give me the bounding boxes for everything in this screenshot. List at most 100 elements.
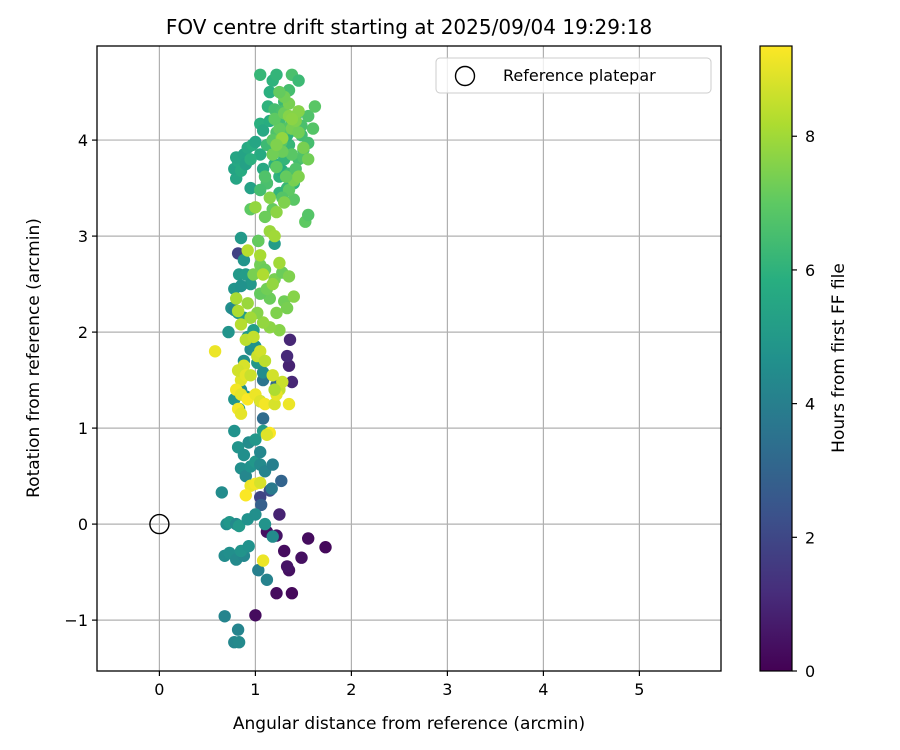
data-point	[292, 170, 305, 183]
data-point	[280, 301, 294, 315]
data-point	[266, 277, 279, 291]
data-point	[308, 100, 322, 113]
data-point	[244, 181, 257, 195]
y-tick-label: 1	[78, 419, 88, 438]
data-point	[256, 412, 270, 425]
data-point	[292, 126, 305, 139]
data-point	[241, 297, 254, 310]
data-point	[302, 208, 315, 222]
reference-marker-layer	[149, 513, 170, 535]
data-point	[270, 205, 283, 219]
legend-box	[435, 57, 712, 94]
data-point	[247, 330, 260, 344]
data-point	[292, 74, 305, 87]
data-point	[231, 623, 245, 636]
data-point	[273, 324, 286, 337]
data-point	[268, 397, 281, 411]
colorbar-tick-label: 2	[805, 528, 815, 547]
data-point	[295, 551, 308, 564]
y-axis-label: Rotation from reference (arcmin)	[24, 218, 44, 498]
data-point	[287, 290, 300, 303]
data-point	[254, 249, 267, 262]
data-point	[276, 375, 289, 389]
data-point	[254, 345, 267, 358]
data-point	[256, 268, 270, 281]
x-tick-label: 0	[154, 680, 164, 699]
data-point	[270, 587, 283, 600]
data-point	[249, 508, 262, 521]
x-tick-label: 5	[634, 680, 644, 699]
data-point	[270, 138, 283, 152]
data-point	[234, 407, 248, 420]
data-point	[266, 148, 279, 161]
data-point	[258, 210, 272, 224]
data-point	[285, 587, 299, 600]
y-tick-label: −1	[64, 611, 88, 630]
data-point	[287, 193, 300, 206]
data-point	[263, 292, 276, 305]
x-tick-label: 1	[250, 680, 260, 699]
colorbar-tick-label: 6	[805, 261, 815, 280]
data-point	[270, 306, 283, 320]
data-point	[232, 636, 246, 649]
data-point	[260, 428, 274, 441]
data-point	[279, 170, 293, 183]
colorbar-ticks: 0 2 4 6 8	[792, 127, 815, 681]
data-point	[282, 397, 296, 411]
data-point	[242, 540, 255, 553]
data-point	[239, 469, 252, 483]
data-point	[241, 244, 254, 257]
x-tick-label: 4	[538, 680, 548, 699]
data-point	[256, 124, 270, 137]
data-point	[237, 253, 251, 267]
data-point	[266, 458, 279, 471]
data-point	[273, 508, 286, 521]
data-point	[268, 383, 281, 396]
data-point	[254, 476, 267, 489]
colorbar: 0 2 4 6 8 Hours from first FF file	[759, 45, 849, 681]
legend-label-reference-platepar: Reference platepar	[503, 66, 656, 85]
y-axis-ticks: −1 0 1 2 3 4	[64, 131, 97, 630]
data-point	[244, 277, 257, 291]
data-point	[256, 366, 270, 379]
data-point	[273, 85, 286, 99]
data-point	[231, 304, 245, 318]
data-point	[280, 349, 294, 363]
y-tick-label: 0	[78, 515, 88, 534]
data-point	[258, 517, 272, 531]
data-point	[319, 541, 332, 554]
data-point	[302, 532, 315, 545]
data-point	[255, 498, 268, 512]
data-point	[285, 375, 299, 389]
data-point	[232, 519, 246, 533]
data-point	[208, 345, 222, 358]
colorbar-label: Hours from first FF file	[829, 263, 849, 453]
y-tick-label: 2	[78, 323, 88, 342]
x-tick-label: 3	[442, 680, 452, 699]
colorbar-tick-label: 4	[805, 395, 815, 414]
data-point	[266, 369, 279, 382]
grid-lines	[97, 46, 721, 671]
reference-platepar-marker	[149, 513, 170, 535]
data-point	[230, 292, 243, 305]
data-point	[306, 122, 320, 135]
data-points	[208, 68, 332, 649]
data-point	[273, 122, 286, 135]
plot-area-frame	[96, 45, 722, 672]
data-point	[268, 229, 281, 243]
y-tick-label: 4	[78, 131, 88, 150]
data-point	[254, 68, 267, 82]
x-axis-label: Angular distance from reference (arcmin)	[233, 714, 585, 734]
data-point	[215, 486, 228, 499]
data-point	[249, 135, 262, 149]
x-axis-ticks: 0 1 2 3 4 5	[154, 671, 644, 699]
data-point	[256, 554, 270, 567]
data-point	[258, 170, 272, 183]
data-point	[302, 153, 315, 166]
data-point	[302, 109, 315, 123]
data-point	[258, 354, 272, 368]
data-point	[234, 279, 248, 293]
data-point	[239, 489, 252, 502]
data-point	[278, 196, 291, 209]
